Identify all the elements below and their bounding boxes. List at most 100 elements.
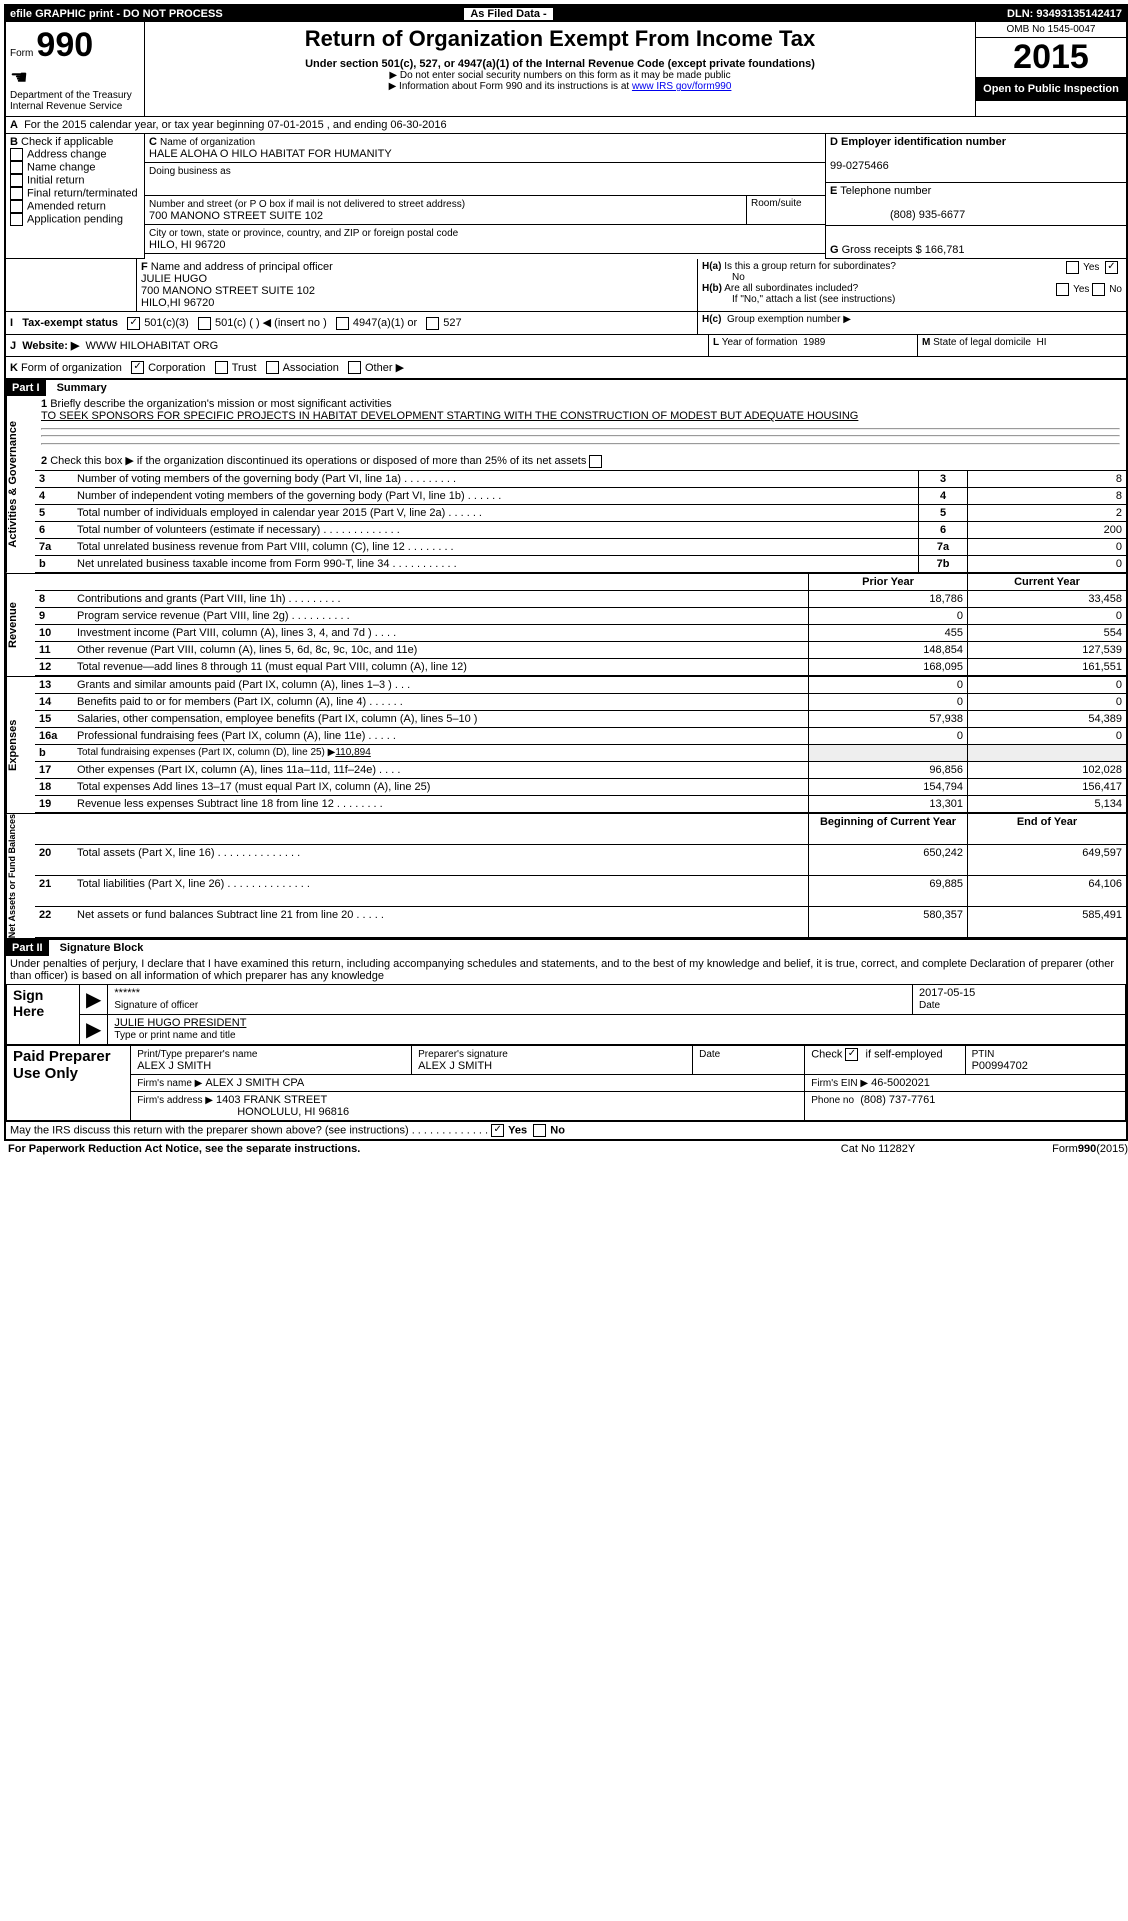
officer-city: HILO,HI 96720 — [141, 297, 214, 309]
m-label: State of legal domicile — [933, 337, 1031, 348]
checkbox[interactable]: ✓ — [1105, 261, 1118, 274]
room-label: Room/suite — [746, 196, 825, 224]
efile-topbar: efile GRAPHIC print - DO NOT PROCESS As … — [6, 6, 1126, 22]
line-a: A For the 2015 calendar year, or tax yea… — [6, 117, 1126, 134]
line18-py: 154,794 — [809, 778, 968, 795]
checkbox[interactable] — [215, 361, 228, 374]
checkbox[interactable] — [1092, 283, 1105, 296]
line21-text: Total liabilities (Part X, line 26) — [77, 878, 224, 890]
gross-receipts: 166,781 — [925, 244, 965, 256]
form-sub3-line: ▶ Information about Form 990 and its ins… — [149, 81, 971, 92]
row-j: J Website: ▶ WWW HILOHABITAT ORG L Year … — [6, 335, 1126, 357]
line11-text: Other revenue (Part VIII, column (A), li… — [77, 644, 417, 656]
firm-addr1: 1403 FRANK STREET — [216, 1094, 327, 1106]
l-label: Year of formation — [722, 337, 798, 348]
line5-text: Total number of individuals employed in … — [77, 507, 445, 519]
line-a-text: For the 2015 calendar year, or tax year … — [24, 119, 447, 131]
checkbox[interactable] — [1056, 283, 1069, 296]
i-label: Tax-exempt status — [22, 317, 118, 329]
checkbox[interactable] — [266, 361, 279, 374]
checkbox[interactable] — [10, 187, 23, 200]
line10-text: Investment income (Part VIII, column (A)… — [77, 627, 372, 639]
tax-year: 2015 — [976, 38, 1126, 77]
discuss-row: May the IRS discuss this return with the… — [6, 1121, 1126, 1139]
line9-text: Program service revenue (Part VIII, line… — [77, 610, 289, 622]
prep-sig-label: Preparer's signature — [418, 1049, 508, 1060]
j-label: Website: ▶ — [22, 340, 79, 352]
line22-eoy: 585,491 — [968, 906, 1127, 937]
q2-text: Check this box ▶ if the organization dis… — [50, 455, 586, 467]
firm-phone: (808) 737-7761 — [860, 1094, 935, 1106]
row-i: I Tax-exempt status ✓501(c)(3) 501(c) ( … — [6, 312, 1126, 335]
dept-label: Department of the Treasury — [10, 90, 140, 101]
org-street: 700 MANONO STREET SUITE 102 — [149, 210, 323, 222]
website-value: WWW HILOHABITAT ORG — [86, 340, 219, 352]
firm-name: ALEX J SMITH CPA — [205, 1077, 304, 1089]
date-label: Date — [919, 1000, 940, 1011]
topbar-dln: DLN: 93493135142417 — [1007, 8, 1122, 20]
dba-label: Doing business as — [149, 166, 231, 177]
part2-title: Part II — [6, 940, 49, 956]
checkbox[interactable] — [10, 213, 23, 226]
line7a-val: 0 — [968, 538, 1127, 555]
sig-stars: ****** — [114, 987, 140, 999]
checkbox[interactable] — [589, 455, 602, 468]
firm-ein: 46-5002021 — [871, 1077, 930, 1089]
checkbox[interactable] — [348, 361, 361, 374]
paid-preparer-label: Paid Preparer Use Only — [7, 1045, 131, 1120]
checkbox[interactable]: ✓ — [491, 1124, 504, 1137]
box-deg: D Employer identification number 99-0275… — [825, 134, 1126, 259]
declaration-text: Under penalties of perjury, I declare th… — [6, 956, 1126, 984]
form-title: Return of Organization Exempt From Incom… — [149, 26, 971, 52]
line3-val: 8 — [968, 471, 1127, 488]
line13-text: Grants and similar amounts paid (Part IX… — [77, 679, 392, 691]
checkbox[interactable] — [10, 148, 23, 161]
line8-cy: 33,458 — [968, 590, 1127, 607]
line12-cy: 161,551 — [968, 658, 1127, 675]
checkbox[interactable]: ✓ — [845, 1048, 858, 1061]
header-grid: B Check if applicable Address change Nam… — [6, 134, 1126, 259]
checkbox[interactable]: ✓ — [131, 361, 144, 374]
line9-cy: 0 — [968, 607, 1127, 624]
line20-text: Total assets (Part X, line 16) — [77, 847, 215, 859]
open-to-public: Open to Public Inspection — [976, 77, 1126, 101]
checkbox[interactable] — [1066, 261, 1079, 274]
row-fh: F Name and address of principal officer … — [6, 259, 1126, 312]
checkbox[interactable] — [426, 317, 439, 330]
checkbox[interactable] — [10, 161, 23, 174]
checkbox[interactable] — [198, 317, 211, 330]
col-eoy: End of Year — [1017, 816, 1077, 828]
line6-text: Total number of volunteers (estimate if … — [77, 524, 320, 536]
line19-text: Revenue less expenses Subtract line 18 f… — [77, 798, 334, 810]
firm-addr-label: Firm's address ▶ — [137, 1095, 213, 1106]
checkbox[interactable] — [10, 174, 23, 187]
city-label: City or town, state or province, country… — [149, 228, 458, 239]
line18-text: Total expenses Add lines 13–17 (must equ… — [77, 781, 430, 793]
line14-py: 0 — [809, 693, 968, 710]
ptin-label: PTIN — [972, 1049, 995, 1060]
omb-number: OMB No 1545-0047 — [976, 22, 1126, 38]
line16a-text: Professional fundraising fees (Part IX, … — [77, 730, 365, 742]
firm-ein-label: Firm's EIN ▶ — [811, 1078, 868, 1089]
officer-printed: JULIE HUGO PRESIDENT — [114, 1017, 246, 1029]
line21-eoy: 64,106 — [968, 875, 1127, 906]
opt-501c3: 501(c)(3) — [144, 317, 189, 329]
col-boy: Beginning of Current Year — [820, 816, 956, 828]
footer-left: For Paperwork Reduction Act Notice, see … — [8, 1143, 778, 1155]
checkbox[interactable] — [10, 200, 23, 213]
checkbox[interactable]: ✓ — [127, 317, 140, 330]
revenue-table: Prior YearCurrent Year 8Contributions an… — [35, 574, 1126, 676]
form-header: Form 990 ☚ Department of the Treasury In… — [6, 22, 1126, 117]
irs-link[interactable]: www IRS gov/form990 — [632, 81, 731, 92]
line16a-py: 0 — [809, 727, 968, 744]
firm-phone-label: Phone no — [811, 1095, 854, 1106]
ein-value: 99-0275466 — [830, 160, 889, 172]
cb-pending: Application pending — [27, 213, 123, 225]
domicile-state: HI — [1037, 337, 1047, 348]
checkbox[interactable] — [336, 317, 349, 330]
cb-address-change: Address change — [27, 148, 107, 160]
f-label: Name and address of principal officer — [151, 261, 333, 273]
line19-cy: 5,134 — [968, 795, 1127, 812]
checkbox[interactable] — [533, 1124, 546, 1137]
no-label: No — [550, 1124, 565, 1136]
